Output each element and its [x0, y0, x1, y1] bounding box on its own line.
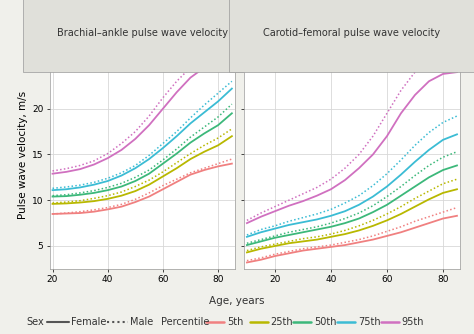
Y-axis label: Pulse wave velocity, m/s: Pulse wave velocity, m/s	[18, 91, 28, 218]
Text: 95th: 95th	[401, 317, 424, 327]
Text: 75th: 75th	[358, 317, 381, 327]
Title: Carotid–femoral pulse wave velocity: Carotid–femoral pulse wave velocity	[264, 28, 440, 38]
Text: Female: Female	[71, 317, 107, 327]
Text: Sex: Sex	[26, 317, 44, 327]
Text: Age, years: Age, years	[209, 296, 265, 306]
Text: 50th: 50th	[314, 317, 337, 327]
Text: 5th: 5th	[227, 317, 244, 327]
Text: Male: Male	[130, 317, 154, 327]
Title: Brachial–ankle pulse wave velocity: Brachial–ankle pulse wave velocity	[57, 28, 228, 38]
Text: Percentile: Percentile	[161, 317, 210, 327]
Text: 25th: 25th	[271, 317, 293, 327]
